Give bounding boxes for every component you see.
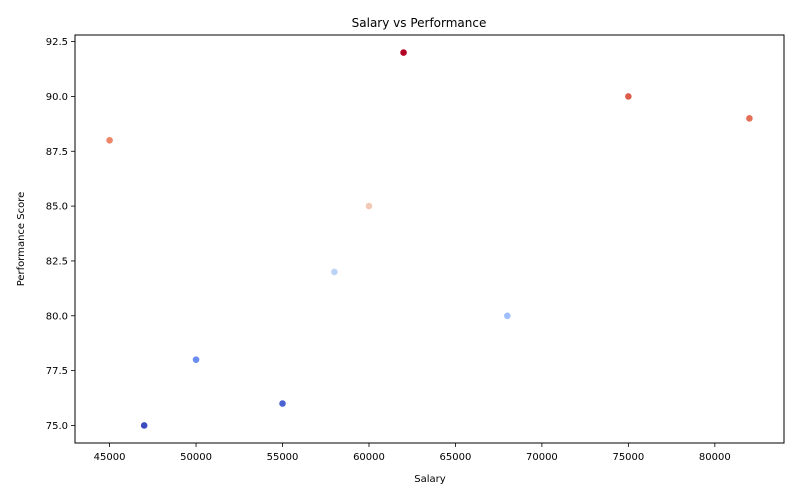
- y-tick-label: 77.5: [46, 366, 68, 377]
- scatter-point: [140, 421, 149, 430]
- scatter-point: [278, 399, 287, 408]
- y-tick-label: 90.0: [46, 92, 68, 103]
- x-tick-label: 75000: [612, 452, 644, 463]
- plot-frame: [74, 34, 785, 444]
- y-axis-label: Performance Score: [16, 192, 27, 287]
- plot-area: [74, 34, 785, 444]
- y-tick-label: 82.5: [46, 256, 68, 267]
- x-tick-label: 80000: [699, 452, 731, 463]
- y-tick-label: 92.5: [46, 37, 68, 48]
- scatter-point: [745, 114, 754, 123]
- y-tick-label: 85.0: [46, 202, 68, 213]
- scatter-point: [399, 48, 408, 57]
- x-tick-label: 60000: [353, 452, 385, 463]
- x-tick-label: 70000: [526, 452, 558, 463]
- x-tick-label: 50000: [180, 452, 212, 463]
- scatter-point: [503, 311, 512, 320]
- chart-title: Salary vs Performance: [352, 16, 487, 30]
- x-axis-label: Salary: [414, 474, 445, 485]
- y-tick-label: 75.0: [46, 421, 68, 432]
- scatter-point: [365, 202, 373, 210]
- y-tick-label: 87.5: [46, 147, 68, 158]
- x-axis-ticks: 45000 50000 55000 60000 65000 70000 75000 80000: [94, 443, 731, 463]
- data-points: [105, 48, 754, 430]
- x-tick-label: 65000: [440, 452, 472, 463]
- scatter-point: [192, 355, 200, 364]
- x-tick-label: 55000: [267, 452, 299, 463]
- x-tick-label: 45000: [94, 452, 126, 463]
- scatter-point: [330, 268, 339, 276]
- y-axis-ticks: 75.0 77.5 80.0 82.5 85.0 87.5 90.0 92.5: [46, 37, 75, 432]
- y-tick-label: 80.0: [46, 311, 68, 322]
- scatter-point: [624, 92, 633, 101]
- scatter-point: [105, 136, 114, 145]
